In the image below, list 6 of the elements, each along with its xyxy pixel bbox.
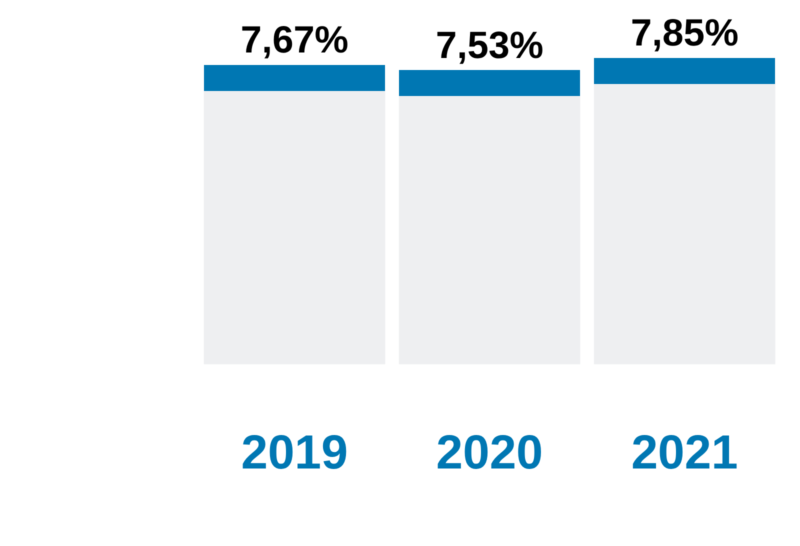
data-label: 7,67% xyxy=(240,19,348,62)
data-label: 7,53% xyxy=(436,24,544,67)
x-tick-label: 2020 xyxy=(436,426,543,480)
x-tick-label: 2021 xyxy=(631,426,738,480)
x-tick-label: 2019 xyxy=(241,426,348,480)
data-label: 7,85% xyxy=(630,12,738,54)
